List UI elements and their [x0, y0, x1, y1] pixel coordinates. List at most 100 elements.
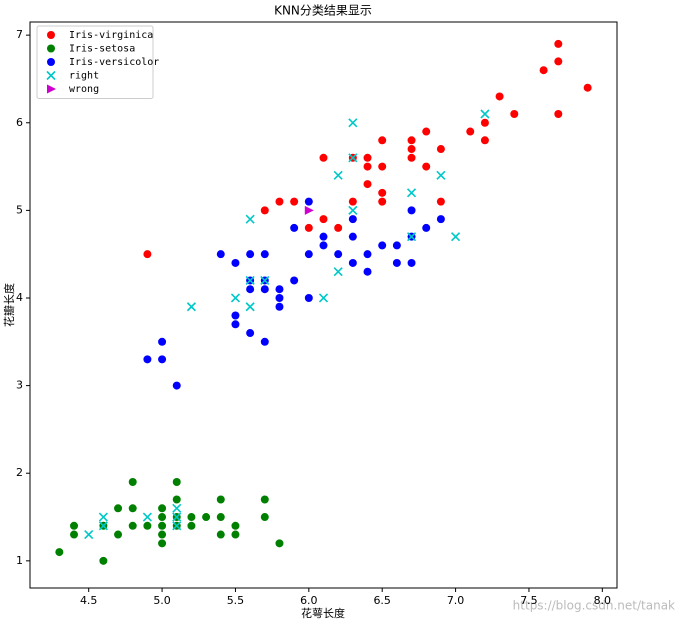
marker-dot [172, 381, 181, 390]
x-tick-label: 7.5 [520, 594, 538, 607]
marker-dot [378, 197, 387, 206]
marker-dot [378, 136, 387, 145]
marker-dot [260, 250, 269, 259]
marker-triangle [47, 84, 56, 94]
marker-dot [319, 232, 328, 241]
marker-dot [231, 311, 240, 320]
marker-x [406, 232, 417, 242]
x-tick-label: 5.5 [227, 594, 245, 607]
marker-dot [407, 258, 416, 267]
marker-dot [275, 539, 284, 548]
marker-dot [319, 241, 328, 250]
marker-dot [114, 530, 123, 539]
marker-dot [158, 504, 167, 513]
marker-dot [158, 355, 167, 364]
marker-dot [407, 153, 416, 162]
marker-dot [260, 513, 269, 522]
marker-dot [510, 109, 519, 118]
legend-label: Iris-setosa [69, 44, 135, 55]
marker-dot [143, 355, 152, 364]
marker-dot [348, 215, 357, 224]
marker-x [98, 512, 108, 522]
marker-dot [407, 136, 416, 145]
marker-x [245, 214, 255, 224]
marker-dot [363, 250, 372, 259]
marker-dot [290, 276, 299, 285]
marker-dot [231, 320, 240, 329]
marker-dot [334, 223, 343, 232]
x-tick-label: 6.0 [300, 594, 318, 607]
marker-triangle [304, 205, 314, 215]
y-tick-label: 7 [16, 28, 23, 41]
marker-dot [348, 197, 357, 206]
marker-x [333, 170, 343, 180]
marker-x [230, 293, 241, 303]
marker-dot [216, 513, 225, 522]
marker-dot [275, 285, 284, 294]
plot-frame [29, 21, 618, 589]
x-axis-label: 花萼长度 [301, 606, 345, 620]
marker-dot [114, 504, 123, 513]
marker-dot [275, 302, 284, 311]
marker-dot [290, 223, 299, 232]
marker-dot [319, 153, 328, 162]
marker-dot [216, 530, 225, 539]
marker-dot [466, 127, 475, 136]
marker-x [333, 267, 343, 277]
marker-dot [158, 521, 167, 530]
y-axis-label: 花瓣长度 [2, 283, 16, 327]
marker-dot [47, 31, 55, 39]
marker-dot [422, 127, 431, 136]
marker-dot [495, 92, 504, 101]
legend-box [36, 25, 154, 99]
marker-x [245, 302, 255, 312]
marker-x [46, 70, 56, 81]
marker-dot [172, 495, 181, 504]
legend-label: Iris-versicolor [69, 57, 159, 68]
marker-dot [216, 495, 225, 504]
marker-dot [187, 513, 196, 522]
chart-title: KNN分类结果显示 [274, 4, 372, 18]
legend-label: wrong [69, 84, 99, 95]
marker-x [172, 512, 182, 522]
marker-dot [70, 521, 79, 530]
marker-x [260, 275, 270, 286]
x-tick-label: 7.0 [447, 594, 465, 607]
marker-dot [304, 223, 313, 232]
marker-x [480, 109, 490, 119]
marker-dot [260, 206, 269, 215]
marker-x [172, 503, 182, 513]
marker-dot [554, 57, 563, 66]
marker-dot [128, 477, 137, 486]
marker-dot [422, 162, 431, 171]
marker-dot [304, 197, 313, 206]
marker-x [348, 205, 358, 215]
marker-dot [128, 504, 137, 513]
marker-dot [231, 521, 240, 530]
marker-dot [143, 250, 152, 259]
marker-x [436, 170, 446, 180]
marker-dot [363, 267, 372, 276]
marker-dot [260, 495, 269, 504]
marker-x [348, 153, 358, 163]
marker-dot [55, 548, 64, 557]
marker-dot [231, 258, 240, 267]
marker-dot [158, 337, 167, 346]
x-tick-label: 5.0 [153, 594, 171, 607]
marker-dot [99, 556, 108, 565]
y-tick-label: 2 [16, 466, 23, 479]
marker-dot [158, 539, 167, 548]
marker-dot [554, 109, 563, 118]
marker-dot [378, 241, 387, 250]
marker-dot [187, 521, 196, 530]
marker-dot [70, 530, 79, 539]
marker-dot [158, 530, 167, 539]
legend-label: Iris-virginica [69, 30, 153, 41]
marker-dot [260, 285, 269, 294]
y-tick-label: 4 [16, 291, 23, 304]
marker-x [98, 521, 108, 531]
marker-dot [246, 329, 255, 338]
marker-dot [47, 58, 55, 66]
watermark: https://blog.csdn.net/tanak [513, 599, 675, 613]
